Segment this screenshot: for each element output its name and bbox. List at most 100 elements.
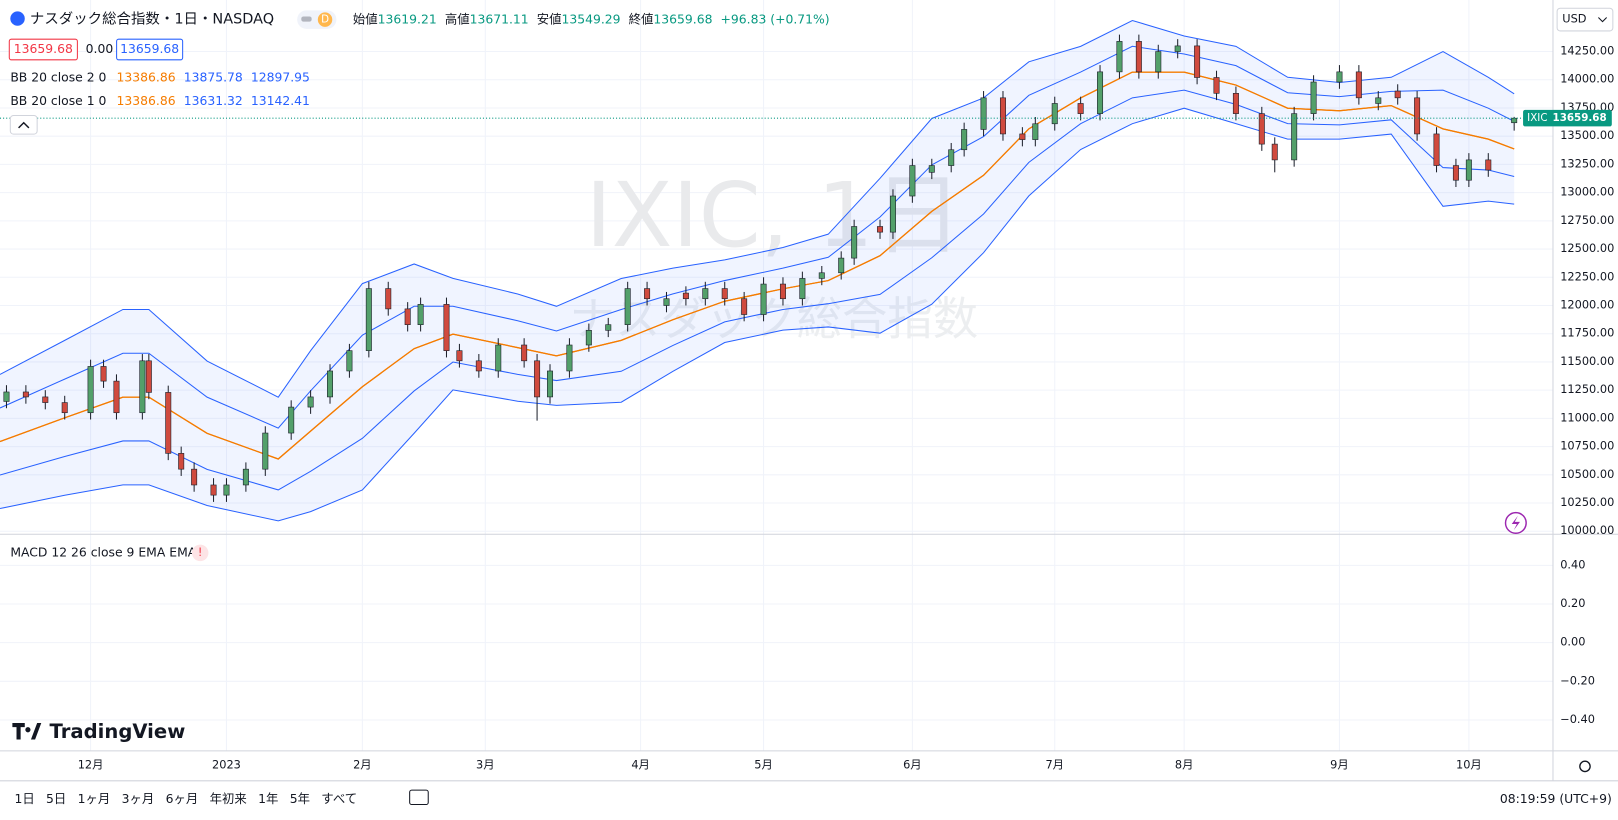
candle-body xyxy=(1155,51,1162,73)
candle-body xyxy=(1375,97,1382,104)
toolbar: 1日 5日 1ヶ月 3ヶ月 6ヶ月 年初来 1年 5年 すべて xyxy=(14,792,357,806)
ohlc-legend: 始値13619.21 高値13671.11 安値13549.29 終値13659… xyxy=(353,11,830,26)
candle-body xyxy=(838,257,845,274)
candle-body xyxy=(1394,90,1401,99)
y-tick-label: 10500.00 xyxy=(1560,467,1614,481)
ohlc-label: 始値 xyxy=(353,11,378,26)
ohlc-value: 13619.21 xyxy=(378,12,437,26)
ohlc-label: 高値 xyxy=(445,11,470,26)
candle-body xyxy=(818,272,825,279)
y-tick-label: 11500.00 xyxy=(1560,354,1614,368)
price-box xyxy=(116,38,184,61)
candle-body xyxy=(1232,92,1239,114)
y-tick-label: 13500.00 xyxy=(1560,128,1614,142)
candle-body xyxy=(1194,45,1201,78)
price-box-value: 13659.68 xyxy=(14,42,73,56)
warning-icon[interactable] xyxy=(191,544,209,562)
indicator-value: 13875.78 xyxy=(184,70,243,84)
range-button[interactable]: 3ヶ月 xyxy=(122,792,155,806)
candle-body xyxy=(42,396,49,403)
candle-body xyxy=(1511,117,1518,124)
symbol-title[interactable]: ナスダック総合指数・1日・NASDAQ xyxy=(30,11,274,28)
dropdown-icon xyxy=(1598,17,1608,23)
candle-body xyxy=(741,298,748,315)
range-button[interactable]: 1ヶ月 xyxy=(78,792,111,806)
candle-body xyxy=(1433,133,1440,166)
change: +96.83 (+0.71%) xyxy=(721,12,830,26)
price-label-bg xyxy=(1523,109,1612,127)
candle-body xyxy=(346,350,353,372)
symbol-icon xyxy=(10,11,25,26)
candle-body xyxy=(534,360,541,398)
clock[interactable]: 08:19:59 (UTC+9) xyxy=(1500,792,1612,806)
range-button[interactable]: 5日 xyxy=(46,792,66,806)
candle-body xyxy=(779,283,786,300)
macd-label[interactable]: MACD 12 26 close 9 EMA EMA xyxy=(10,545,196,559)
range-button[interactable]: 1日 xyxy=(14,792,34,806)
currency-select[interactable] xyxy=(1556,7,1614,32)
x-tick-label: 5月 xyxy=(754,757,773,771)
logo[interactable]: TradingView xyxy=(50,720,186,743)
x-tick-label: 7月 xyxy=(1045,757,1064,771)
y-tick-label: 14000.00 xyxy=(1560,72,1614,86)
candle-body xyxy=(327,370,334,398)
candle-body xyxy=(948,149,955,166)
candle-body xyxy=(999,97,1006,135)
candle-body xyxy=(242,468,249,486)
candle-body xyxy=(663,298,670,306)
indicator-value: 13631.32 xyxy=(184,94,243,108)
candle-body xyxy=(1077,103,1084,114)
x-tick-label: 4月 xyxy=(631,757,650,771)
candle-body xyxy=(61,402,68,414)
y-tick-label: 12500.00 xyxy=(1560,241,1614,255)
x-tick-label: 9月 xyxy=(1330,757,1349,771)
y-tick-label: 0.00 xyxy=(1560,635,1585,649)
candle-body xyxy=(624,288,631,326)
watermark-symbol: IXIC, 1日 xyxy=(586,164,963,267)
candle-body xyxy=(877,226,884,233)
price-label-value: 13659.68 xyxy=(1553,112,1607,124)
candle-body xyxy=(223,484,230,496)
candle-body xyxy=(443,304,450,351)
candle-body xyxy=(1452,165,1459,181)
candle-body xyxy=(100,366,107,382)
candle-body xyxy=(404,308,411,326)
x-tick-label: 2月 xyxy=(353,757,372,771)
indicator-legend[interactable]: BB 20 close 2 0 13386.86 13875.78 12897.… xyxy=(10,70,310,84)
indicator-legend[interactable]: BB 20 close 1 0 13386.86 13631.32 13142.… xyxy=(10,94,310,108)
settings-icon[interactable] xyxy=(1579,760,1591,773)
y-tick-label: 13000.00 xyxy=(1560,185,1614,199)
y-tick-label: 11750.00 xyxy=(1560,326,1614,340)
candle-body xyxy=(139,360,146,414)
y-tick-label: 12750.00 xyxy=(1560,213,1614,227)
range-button[interactable]: 1年 xyxy=(258,792,278,806)
range-button[interactable]: 年初来 xyxy=(210,792,247,806)
candle-body xyxy=(365,288,372,351)
range-button[interactable]: 6ヶ月 xyxy=(166,792,199,806)
candle-body xyxy=(1019,133,1026,140)
axes: 10000.00 10250.00 10500.00 10750.00 11000.00… xyxy=(0,0,1618,782)
ohlc-label: 終値 xyxy=(629,11,654,26)
collapse-button[interactable] xyxy=(9,115,38,135)
candle-body xyxy=(1465,159,1472,181)
candle-body xyxy=(980,97,987,130)
price-label-symbol: IXIC xyxy=(1527,112,1547,124)
date-range-icon[interactable] xyxy=(409,789,429,806)
x-tick-label: 6月 xyxy=(903,757,922,771)
indicator-value: 13142.41 xyxy=(251,94,310,108)
candle-body xyxy=(145,360,152,393)
candle-body xyxy=(961,129,968,151)
x-tick-label: 2023 xyxy=(212,757,241,771)
candle-body xyxy=(799,278,806,300)
indicator-label: BB 20 close 2 0 xyxy=(10,70,106,84)
candle-body xyxy=(1097,71,1104,114)
candle-body xyxy=(191,468,198,486)
range-button[interactable]: すべて xyxy=(321,792,357,806)
ohlc-value: 13659.68 xyxy=(653,12,712,26)
candle-body xyxy=(1032,123,1039,140)
candle-body xyxy=(521,344,528,362)
range-button[interactable]: 5年 xyxy=(290,792,310,806)
y-tick-label: 10000.00 xyxy=(1560,523,1614,537)
candle-body xyxy=(889,195,896,233)
candle-body xyxy=(682,292,689,300)
